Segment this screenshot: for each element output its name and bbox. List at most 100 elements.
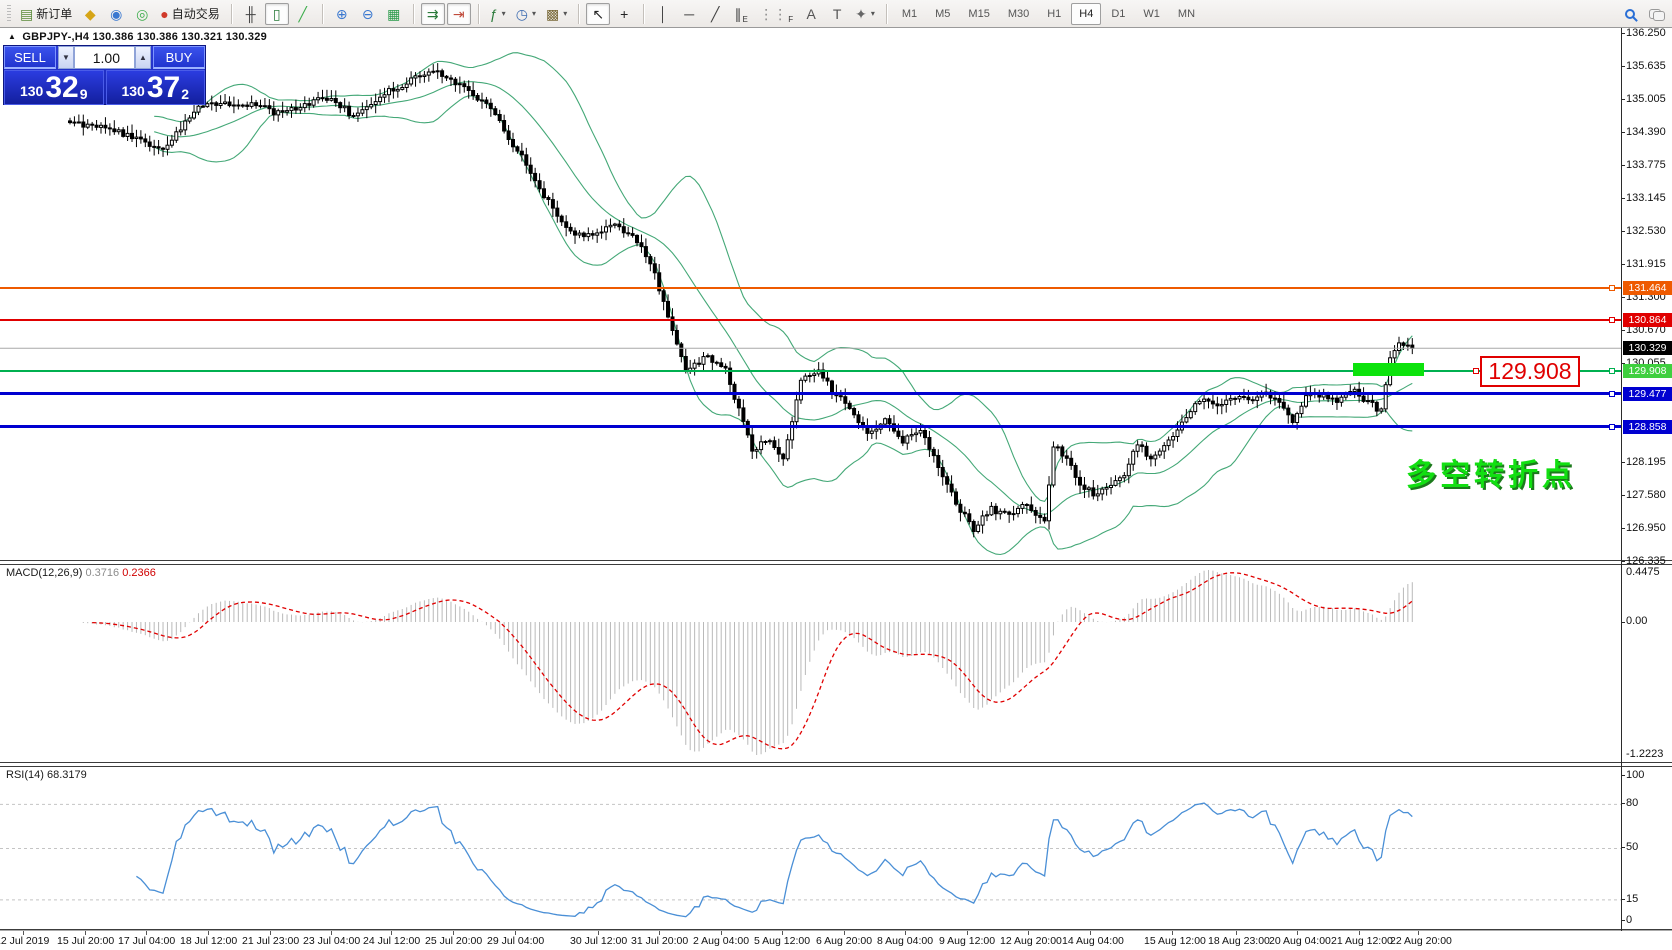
crosshair-button[interactable]: + bbox=[612, 3, 636, 25]
macd-indicator-label: MACD(12,26,9) 0.3716 0.2366 bbox=[6, 567, 156, 579]
time-tick-label: 15 Aug 12:00 bbox=[1144, 935, 1206, 947]
level-line-128.858[interactable] bbox=[0, 425, 1621, 429]
periods-button[interactable]: ◷ ▾ bbox=[512, 3, 540, 25]
tile-windows-button[interactable]: ▦ bbox=[382, 3, 406, 25]
accounts-icon[interactable]: ◉ bbox=[104, 3, 128, 25]
new-order-button[interactable]: ▤ 新订单 bbox=[16, 3, 76, 25]
time-tick-mark bbox=[23, 931, 24, 935]
auto-scroll-button[interactable]: ⇉ bbox=[420, 2, 445, 25]
level-line-endpoint bbox=[1609, 284, 1615, 291]
macd-pane[interactable] bbox=[0, 565, 1621, 762]
level-line-endpoint bbox=[1609, 367, 1615, 374]
vertical-line-button[interactable]: │ bbox=[651, 3, 675, 25]
chinese-annotation-text[interactable]: 多空转折点 bbox=[1406, 459, 1576, 492]
symbol-name: GBPJPY-,H4 bbox=[22, 31, 90, 43]
rsi-pane[interactable] bbox=[0, 766, 1621, 929]
time-tick-mark bbox=[391, 931, 392, 935]
pane-divider[interactable] bbox=[0, 762, 1672, 767]
price-annotation-box[interactable]: 129.908 bbox=[1480, 356, 1580, 387]
sell-price[interactable]: 130 32 9 bbox=[4, 70, 104, 105]
time-tick-mark bbox=[208, 931, 209, 935]
price-tick-mark bbox=[1621, 494, 1625, 496]
volume-input[interactable]: 1.00 bbox=[74, 46, 135, 69]
templates-button[interactable]: ▩ ▾ bbox=[542, 3, 571, 25]
trendline-icon: ╱ bbox=[711, 5, 720, 22]
macd-zero-tick bbox=[1621, 622, 1625, 623]
timeframe-d1-button[interactable]: D1 bbox=[1111, 7, 1126, 20]
zoom-in-button[interactable]: ⊕ bbox=[330, 3, 354, 25]
time-tick-mark bbox=[1359, 931, 1360, 935]
indicators-button[interactable]: ƒ ▾ bbox=[486, 3, 510, 25]
timeframe-w1-button[interactable]: W1 bbox=[1143, 7, 1160, 20]
candlestick-chart-button[interactable]: ▯ bbox=[264, 2, 289, 25]
chat-button[interactable] bbox=[1644, 3, 1668, 25]
time-tick-mark bbox=[1028, 931, 1029, 935]
search-button[interactable] bbox=[1618, 3, 1642, 25]
sell-button[interactable]: SELL bbox=[4, 46, 56, 69]
broadcast-icon[interactable]: ◎ bbox=[130, 3, 154, 25]
auto-scroll-icon: ⇉ bbox=[426, 5, 439, 22]
text-label-button[interactable]: T bbox=[825, 3, 849, 25]
timeframe-mn-button[interactable]: MN bbox=[1177, 7, 1196, 20]
bar-chart-button[interactable]: ╫ bbox=[239, 3, 263, 25]
trendline-button[interactable]: ╱ bbox=[703, 3, 727, 25]
level-line-131.464[interactable] bbox=[0, 286, 1621, 289]
time-tick-mark bbox=[967, 931, 968, 935]
chart-shift-button[interactable]: ⇥ bbox=[446, 2, 471, 25]
time-tick-mark bbox=[1418, 931, 1419, 935]
text-button[interactable]: A bbox=[799, 3, 823, 25]
green-highlight-rectangle[interactable] bbox=[1353, 363, 1424, 376]
timeframe-m15-button[interactable]: M15 bbox=[968, 7, 990, 20]
price-tick-label: 128.195 bbox=[1626, 455, 1666, 468]
timeframe-h1-button[interactable]: H1 bbox=[1047, 7, 1062, 20]
dropdown-caret-icon[interactable]: ▾ bbox=[563, 9, 568, 18]
symbol-ohlc-info: ▲ GBPJPY-,H4 130.386 130.386 130.321 130… bbox=[8, 31, 267, 43]
zoom-out-button[interactable]: ⊖ bbox=[356, 3, 380, 25]
arrows-button[interactable]: ✦ ▾ bbox=[851, 3, 879, 25]
timeframe-h4-button[interactable]: H4 bbox=[1071, 2, 1102, 25]
line-chart-button[interactable]: ╱ bbox=[291, 3, 315, 25]
indicators-icon: ƒ bbox=[489, 5, 498, 22]
rsi-axis-label: 0 bbox=[1626, 914, 1633, 926]
time-tick-label: 22 Aug 20:00 bbox=[1390, 935, 1452, 947]
horizontal-line-button[interactable]: ─ bbox=[677, 3, 701, 25]
price-tick-mark bbox=[1621, 561, 1625, 562]
price-level-tag: 130.864 bbox=[1623, 312, 1672, 327]
dropdown-caret-icon[interactable]: ▾ bbox=[870, 9, 875, 18]
pane-divider[interactable] bbox=[0, 560, 1672, 565]
equidistant-channel-button[interactable]: ∥ E bbox=[729, 3, 753, 25]
time-tick-label: 5 Aug 12:00 bbox=[754, 935, 811, 947]
timeframe-m5-button[interactable]: M5 bbox=[935, 7, 951, 20]
price-tick-label: 126.335 bbox=[1626, 555, 1666, 567]
fibonacci-button[interactable]: ⋮⋮ F bbox=[755, 3, 797, 25]
dropdown-caret-icon[interactable]: ▾ bbox=[531, 9, 536, 18]
level-line-129.908[interactable] bbox=[0, 369, 1621, 372]
main-chart-pane[interactable] bbox=[0, 28, 1621, 560]
level-line-129.477[interactable] bbox=[0, 392, 1621, 396]
toolbar-grip[interactable] bbox=[7, 4, 11, 23]
dropdown-caret-icon[interactable]: ▾ bbox=[501, 9, 506, 18]
timeframe-m30-button[interactable]: M30 bbox=[1007, 7, 1030, 20]
price-tick-mark bbox=[1621, 132, 1625, 133]
chart-profile-icon[interactable]: ◆ bbox=[78, 3, 102, 25]
rsi-tick-mark bbox=[1621, 920, 1625, 921]
volume-up-button[interactable]: ▲ bbox=[135, 46, 151, 69]
search-icon bbox=[1625, 8, 1635, 19]
buy-button[interactable]: BUY bbox=[153, 46, 205, 69]
level-line-130.864[interactable] bbox=[0, 318, 1621, 321]
rsi-axis-label: 15 bbox=[1626, 893, 1639, 905]
volume-down-button[interactable]: ▼ bbox=[58, 46, 74, 69]
templates-icon: ▩ bbox=[545, 5, 560, 22]
time-axis[interactable]: 12 Jul 2019 15 Jul 20:00 17 Jul 04:00 18 Ju… bbox=[0, 931, 1672, 950]
toolbar-separator bbox=[578, 3, 580, 24]
buy-price[interactable]: 130 37 2 bbox=[105, 70, 205, 105]
time-tick-label: 6 Aug 20:00 bbox=[816, 935, 873, 947]
time-tick-mark bbox=[1090, 931, 1091, 935]
time-tick-mark bbox=[85, 931, 86, 935]
cursor-button[interactable]: ↖ bbox=[586, 2, 611, 25]
autotrading-button[interactable]: ● 自动交易 bbox=[156, 3, 223, 25]
timeframe-m1-button[interactable]: M1 bbox=[901, 7, 918, 20]
horizontal-line-icon: ─ bbox=[684, 5, 695, 22]
macd-histogram bbox=[82, 570, 1413, 755]
